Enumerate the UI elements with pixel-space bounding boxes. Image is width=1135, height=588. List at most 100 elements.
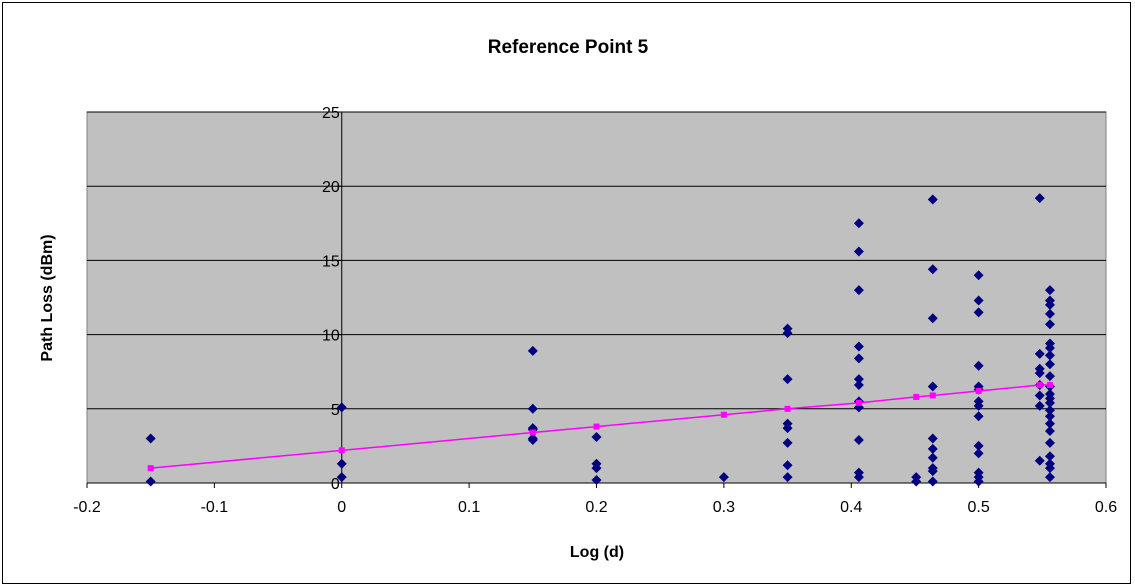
data-point — [1044, 472, 1055, 483]
x-tick-label: 0.4 — [840, 499, 862, 516]
trend-point — [593, 423, 600, 430]
data-point — [1034, 400, 1045, 411]
data-point — [973, 476, 984, 487]
data-point — [853, 353, 864, 364]
trend-point — [1046, 382, 1053, 389]
trend-point — [338, 447, 345, 454]
data-point — [782, 460, 793, 471]
data-point — [527, 434, 538, 445]
data-point — [927, 466, 938, 477]
x-tick-label: 0.1 — [458, 499, 480, 516]
data-point — [911, 476, 922, 487]
data-point — [1044, 397, 1055, 408]
data-point — [782, 328, 793, 339]
data-point — [1044, 451, 1055, 462]
data-point — [782, 423, 793, 434]
data-point — [927, 264, 938, 275]
data-point — [1044, 308, 1055, 319]
trend-point — [784, 405, 791, 412]
data-point — [1044, 437, 1055, 448]
data-point — [1034, 368, 1045, 379]
data-point — [1034, 348, 1045, 359]
data-point — [927, 452, 938, 463]
data-point — [1044, 359, 1055, 370]
data-point — [782, 472, 793, 483]
y-tick-label: 25 — [322, 105, 340, 122]
trend-point — [529, 429, 536, 436]
data-point — [853, 434, 864, 445]
data-point — [1034, 455, 1045, 466]
data-point — [782, 437, 793, 448]
data-point — [1044, 371, 1055, 382]
data-point — [853, 472, 864, 483]
data-point — [973, 400, 984, 411]
data-point — [973, 440, 984, 451]
x-tick-label: 0 — [337, 499, 346, 516]
x-tick-label: -0.2 — [73, 499, 101, 516]
x-tick-label: -0.1 — [201, 499, 229, 516]
y-tick-label: 10 — [322, 328, 340, 345]
x-tick-label: 0.5 — [968, 499, 990, 516]
data-point — [145, 433, 156, 444]
data-point — [1044, 426, 1055, 437]
data-point — [853, 341, 864, 352]
x-tick-label: 0.2 — [585, 499, 607, 516]
data-point — [591, 463, 602, 474]
data-point — [1034, 390, 1045, 401]
data-point — [591, 475, 602, 486]
trend-point — [855, 399, 862, 406]
data-point — [527, 345, 538, 356]
data-point — [336, 458, 347, 469]
data-point — [591, 431, 602, 442]
data-point — [927, 381, 938, 392]
data-point — [853, 246, 864, 257]
data-point — [1044, 350, 1055, 361]
data-point — [145, 476, 156, 487]
data-point — [1034, 193, 1045, 204]
data-point — [853, 218, 864, 229]
data-point — [973, 448, 984, 459]
data-point — [1044, 418, 1055, 429]
data-point — [973, 360, 984, 371]
data-point — [336, 472, 347, 483]
data-point — [973, 411, 984, 422]
y-tick-label: 15 — [322, 253, 340, 270]
data-point — [782, 374, 793, 385]
trend-point — [1036, 382, 1043, 389]
y-tick-label: 0 — [331, 476, 340, 493]
x-tick-label: 0.6 — [1095, 499, 1117, 516]
data-point — [973, 270, 984, 281]
data-point — [527, 403, 538, 414]
data-point — [973, 295, 984, 306]
data-point — [927, 476, 938, 487]
data-point — [1044, 299, 1055, 310]
data-point — [927, 313, 938, 324]
series-line — [150, 384, 1050, 469]
data-point — [973, 307, 984, 318]
x-axis-title: Log (d) — [570, 544, 624, 561]
trend-point — [147, 465, 154, 472]
plot-area — [86, 111, 1107, 484]
data-point — [336, 402, 347, 413]
chart-title: Reference Point 5 — [488, 37, 649, 58]
x-tick-label: 0.3 — [713, 499, 735, 516]
data-point — [853, 380, 864, 391]
y-tick-label: 5 — [331, 402, 340, 419]
trend-point — [913, 393, 920, 400]
data-point — [853, 374, 864, 385]
data-point — [927, 443, 938, 454]
trend-point — [720, 411, 727, 418]
data-point — [1044, 342, 1055, 353]
data-point — [1044, 319, 1055, 330]
trend-point — [975, 387, 982, 394]
y-tick-label: 20 — [322, 179, 340, 196]
data-point — [853, 285, 864, 296]
data-point — [927, 194, 938, 205]
trend-point — [929, 392, 936, 399]
data-point — [1044, 285, 1055, 296]
data-point — [927, 433, 938, 444]
data-point — [1044, 405, 1055, 416]
data-point — [1044, 411, 1055, 422]
y-axis-title: Path Loss (dBm) — [39, 234, 56, 361]
